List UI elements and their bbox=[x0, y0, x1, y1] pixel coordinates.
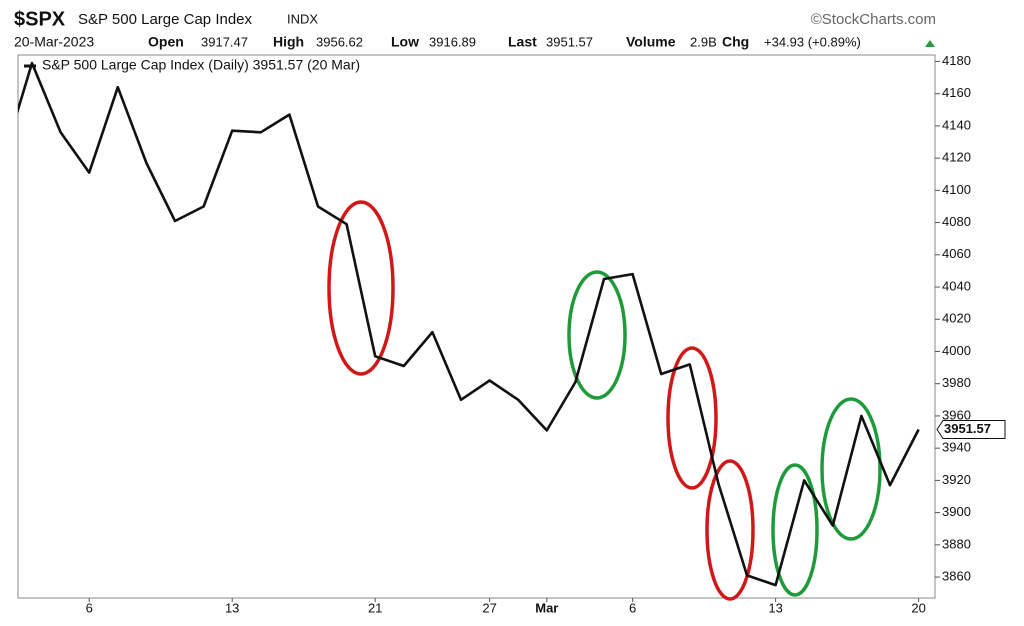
y-tick-label: 4180 bbox=[942, 53, 971, 68]
plot-frame bbox=[17, 54, 936, 599]
y-tick-label: 4000 bbox=[942, 343, 971, 358]
legend-label: S&P 500 Large Cap Index (Daily) 3951.57 … bbox=[42, 57, 360, 73]
chg-label: Chg bbox=[722, 34, 749, 50]
x-tick-label: Mar bbox=[535, 600, 558, 615]
high-value: 3956.62 bbox=[316, 34, 363, 49]
y-tick-label: 4160 bbox=[942, 85, 971, 100]
green-ellipse bbox=[567, 270, 627, 400]
low-value: 3916.89 bbox=[429, 34, 476, 49]
y-tick-label: 4120 bbox=[942, 150, 971, 165]
x-tick-label: 27 bbox=[482, 600, 496, 615]
plot-area bbox=[18, 61, 920, 587]
credit: ©StockCharts.com bbox=[811, 11, 936, 28]
y-tick-label: 3900 bbox=[942, 504, 971, 519]
x-tick-label: 13 bbox=[225, 600, 239, 615]
x-tick-label: 21 bbox=[368, 600, 382, 615]
green-ellipse bbox=[771, 463, 819, 597]
y-tick-label: 3880 bbox=[942, 536, 971, 551]
symbol: $SPX bbox=[14, 8, 66, 30]
y-tick-label: 3920 bbox=[942, 472, 971, 487]
high-label: High bbox=[273, 34, 304, 50]
y-tick-label: 3940 bbox=[942, 440, 971, 455]
price-line bbox=[18, 61, 920, 587]
x-tick-label: 20 bbox=[911, 600, 925, 615]
x-tick-label: 6 bbox=[86, 600, 93, 615]
last-value: 3951.57 bbox=[546, 34, 593, 49]
green-ellipse bbox=[820, 397, 882, 541]
y-tick-label: 3980 bbox=[942, 375, 971, 390]
volume-value: 2.9B bbox=[690, 34, 717, 49]
index-name: S&P 500 Large Cap Index bbox=[78, 11, 253, 28]
open-label: Open bbox=[148, 34, 184, 50]
red-ellipse bbox=[705, 459, 755, 601]
y-tick-label: 4140 bbox=[942, 117, 971, 132]
last-value-label: 3951.57 bbox=[944, 421, 991, 436]
y-tick-label: 4040 bbox=[942, 278, 971, 293]
red-ellipse bbox=[666, 346, 718, 490]
last-label: Last bbox=[508, 34, 537, 50]
red-ellipse bbox=[327, 200, 395, 376]
y-tick-label: 3960 bbox=[942, 407, 971, 422]
y-tick-label: 4080 bbox=[942, 214, 971, 229]
y-tick-label: 4020 bbox=[942, 311, 971, 326]
up-arrow bbox=[925, 40, 935, 47]
x-tick-label: 13 bbox=[768, 600, 782, 615]
open-value: 3917.47 bbox=[201, 34, 248, 49]
y-tick-label: 3860 bbox=[942, 568, 971, 583]
x-tick-label: 6 bbox=[629, 600, 636, 615]
low-label: Low bbox=[391, 34, 419, 50]
chg-value: +34.93 (+0.89%) bbox=[764, 34, 861, 49]
last-value-tag bbox=[936, 420, 1006, 440]
volume-label: Volume bbox=[626, 34, 676, 50]
annotations bbox=[327, 200, 882, 601]
exchange: INDX bbox=[287, 11, 318, 26]
date: 20-Mar-2023 bbox=[14, 34, 94, 50]
y-tick-label: 4060 bbox=[942, 246, 971, 261]
y-tick-label: 4100 bbox=[942, 182, 971, 197]
